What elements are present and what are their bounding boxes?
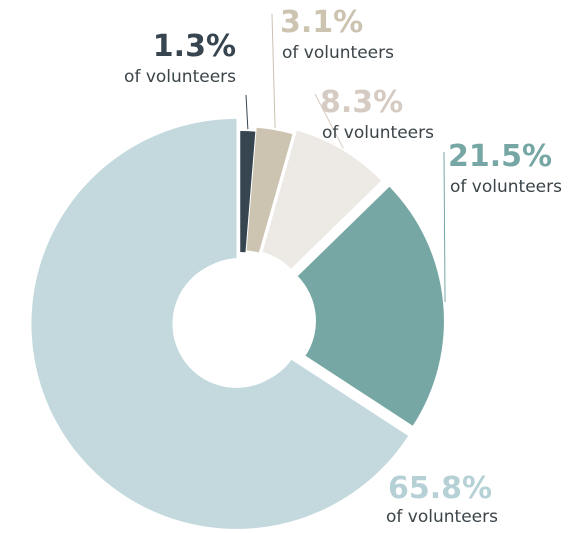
slice-percent-label: 21.5% xyxy=(448,139,552,174)
donut-hole xyxy=(176,258,304,386)
slice-1-3pct xyxy=(240,131,256,253)
slice-percent-label: 65.8% xyxy=(388,471,492,506)
slice-sublabel: of volunteers xyxy=(282,43,394,63)
slice-sublabel: of volunteers xyxy=(386,507,498,527)
leader-line-2 xyxy=(314,93,344,149)
slices-group xyxy=(31,118,444,529)
slice-8-3pct xyxy=(262,130,382,269)
slice-sublabel: of volunteers xyxy=(124,67,236,87)
slice-65-8pct xyxy=(31,118,409,529)
slice-sublabel: of volunteers xyxy=(322,123,434,143)
slice-percent-label: 3.1% xyxy=(280,5,363,40)
slice-sublabel: of volunteers xyxy=(450,177,562,197)
leader-line-0 xyxy=(245,94,249,130)
leader-line-1 xyxy=(271,13,276,129)
leader-lines-group xyxy=(245,13,446,302)
slice-3-1pct xyxy=(246,127,293,253)
slice-21-5pct xyxy=(297,186,444,426)
labels-group: 1.3% of volunteers 3.1% of volunteers 8.3% of… xyxy=(124,5,562,527)
slice-percent-label: 1.3% xyxy=(153,29,236,64)
leader-line-3 xyxy=(443,151,446,302)
slice-percent-label: 8.3% xyxy=(320,85,403,120)
